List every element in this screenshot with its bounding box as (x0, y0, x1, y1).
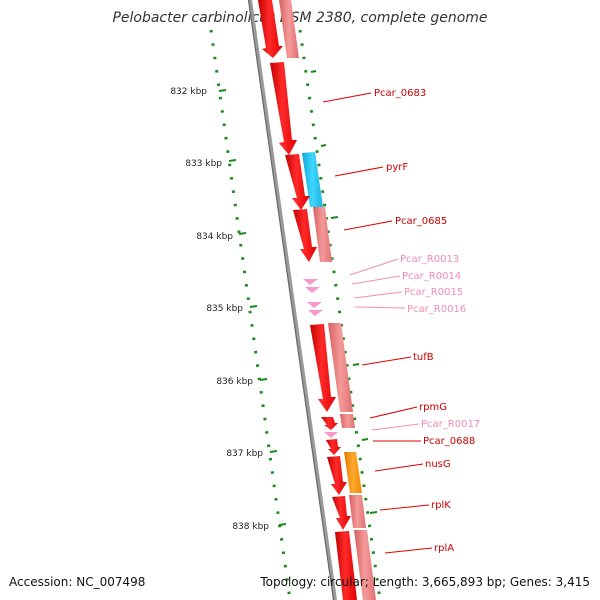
leader-line (354, 306, 406, 309)
outer-tick-mark (361, 438, 369, 441)
leader-line (343, 220, 393, 231)
accession-label: Accession: NC_007498 (9, 575, 146, 589)
tick-label: 834 kbp (196, 232, 233, 242)
gene-label-Pcar_0685[interactable]: Pcar_0685 (395, 216, 447, 227)
leader-line (384, 547, 433, 554)
leader-line (361, 356, 412, 366)
outer-tick-mark (330, 216, 339, 219)
gene-label-rplA[interactable]: rplA (434, 543, 454, 554)
gene-arrow[interactable] (327, 456, 347, 495)
gene-label-Pcar_R0013[interactable]: Pcar_R0013 (400, 254, 459, 265)
tick-label: 835 kbp (206, 304, 243, 314)
gene-label-Pcar_0688[interactable]: Pcar_0688 (423, 436, 475, 447)
gene-label-rplK[interactable]: rplK (431, 500, 451, 511)
leader-line (353, 291, 403, 299)
label-leaders (322, 92, 433, 554)
rna-marker[interactable] (307, 302, 322, 308)
outer-tick-mark (369, 511, 378, 514)
leader-line (371, 423, 420, 431)
outer-tick-mark (310, 70, 317, 73)
rna-marker[interactable] (303, 279, 318, 285)
gene-arrow[interactable] (285, 154, 310, 210)
leader-line (349, 258, 399, 276)
tick-mark (249, 305, 258, 308)
rna-marker[interactable] (308, 310, 323, 316)
map-title: Pelobacter carbinolicus DSM 2380, comple… (112, 10, 488, 26)
tick-mark (238, 232, 247, 235)
cds-segment (328, 323, 353, 412)
leader-line (374, 463, 424, 472)
genome-summary: Topology: circular; Length: 3,665,893 bp… (260, 575, 590, 589)
tick-label: 833 kbp (185, 159, 222, 169)
gene-label-Pcar_R0014[interactable]: Pcar_R0014 (402, 271, 461, 282)
rna-marker[interactable] (324, 432, 338, 438)
cds-segment (279, 0, 299, 58)
tick-mark (259, 378, 268, 381)
rna-marker[interactable] (305, 287, 320, 293)
leader-line (369, 406, 418, 419)
gene-label-Pcar_R0016[interactable]: Pcar_R0016 (407, 304, 466, 315)
tick-label: 838 kbp (232, 522, 269, 532)
gene-label-Pcar_R0017[interactable]: Pcar_R0017 (421, 419, 480, 430)
gene-arrow[interactable] (293, 209, 317, 262)
gene-label-Pcar_0683[interactable]: Pcar_0683 (374, 88, 426, 99)
leader-line (379, 504, 430, 511)
gene-arrow[interactable] (270, 62, 297, 155)
leader-line (351, 275, 401, 285)
tick-mark (269, 450, 278, 453)
gene-label-Pcar_R0015[interactable]: Pcar_R0015 (404, 287, 463, 298)
gene-arrow[interactable] (326, 439, 341, 455)
leader-line (334, 166, 384, 177)
cds-segment (354, 530, 376, 600)
tick-label: 837 kbp (226, 449, 263, 459)
tick-mark (278, 523, 287, 526)
tick-mark (218, 89, 227, 92)
outer-dotted-ring (298, 29, 382, 600)
tick-mark (228, 159, 237, 162)
tick-marks (218, 89, 287, 526)
cds-segment (340, 414, 355, 428)
gene-track (258, 0, 357, 600)
outer-tick-mark (320, 144, 327, 147)
gene-label-pyrF[interactable]: pyrF (386, 162, 408, 173)
nusG-gene-highlight[interactable] (344, 452, 362, 493)
outer-tick-mark (352, 363, 360, 366)
genome-backbone-shade (247, 0, 335, 600)
cds-segment (349, 495, 366, 528)
outer-tick-marks (310, 70, 378, 514)
pyrF-gene-highlight[interactable] (302, 152, 323, 207)
gene-arrow[interactable] (310, 324, 336, 412)
gene-label-nusG[interactable]: nusG (425, 459, 451, 470)
gene-arrow[interactable] (335, 531, 357, 600)
gene-label-rpmG[interactable]: rpmG (419, 402, 447, 413)
gene-arrow[interactable] (258, 0, 283, 58)
gene-arrow[interactable] (321, 417, 338, 430)
rna-track (303, 279, 338, 438)
tick-label: 836 kbp (216, 377, 253, 387)
gene-label-tufB[interactable]: tufB (413, 352, 434, 363)
gene-labels: Pcar_0683 pyrF Pcar_0685 Pcar_R0013 Pcar… (374, 88, 480, 554)
tick-label: 832 kbp (170, 87, 207, 97)
leader-line (322, 92, 372, 103)
inner-dotted-ring (209, 29, 292, 600)
cds-segment (313, 207, 332, 262)
gene-arrow[interactable] (332, 496, 351, 530)
cds-track (279, 0, 376, 600)
genome-backbone (248, 0, 337, 600)
tick-labels: 832 kbp 833 kbp 834 kbp 835 kbp 836 kbp … (170, 87, 269, 532)
